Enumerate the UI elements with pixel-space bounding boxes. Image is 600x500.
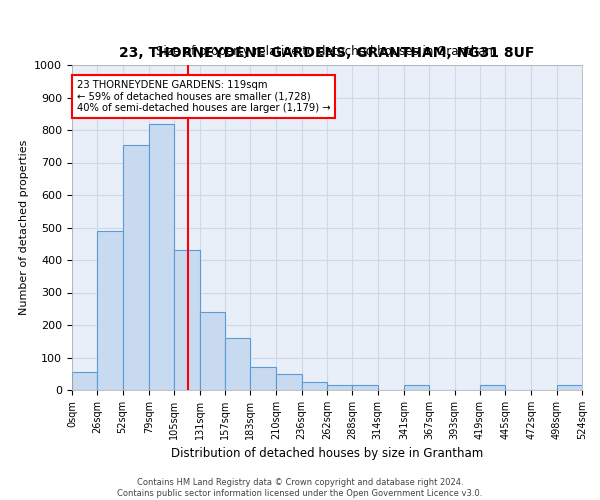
- Text: Size of property relative to detached houses in Grantham: Size of property relative to detached ho…: [157, 46, 497, 59]
- Text: 23 THORNEYDENE GARDENS: 119sqm
← 59% of detached houses are smaller (1,728)
40% : 23 THORNEYDENE GARDENS: 119sqm ← 59% of …: [77, 80, 331, 113]
- Bar: [225, 338, 250, 390]
- Bar: [302, 382, 327, 390]
- Bar: [250, 367, 277, 390]
- Bar: [480, 385, 505, 390]
- Bar: [352, 385, 377, 390]
- Bar: [404, 385, 429, 390]
- Text: Contains HM Land Registry data © Crown copyright and database right 2024.
Contai: Contains HM Land Registry data © Crown c…: [118, 478, 482, 498]
- Bar: [277, 374, 302, 390]
- X-axis label: Distribution of detached houses by size in Grantham: Distribution of detached houses by size …: [171, 448, 483, 460]
- Bar: [149, 124, 174, 390]
- Bar: [199, 312, 225, 390]
- Bar: [327, 385, 352, 390]
- Bar: [72, 372, 97, 390]
- Bar: [557, 385, 582, 390]
- Y-axis label: Number of detached properties: Number of detached properties: [19, 140, 29, 315]
- Bar: [122, 144, 149, 390]
- Title: 23, THORNEYDENE GARDENS, GRANTHAM, NG31 8UF: 23, THORNEYDENE GARDENS, GRANTHAM, NG31 …: [119, 46, 535, 60]
- Bar: [174, 250, 200, 390]
- Bar: [97, 231, 122, 390]
